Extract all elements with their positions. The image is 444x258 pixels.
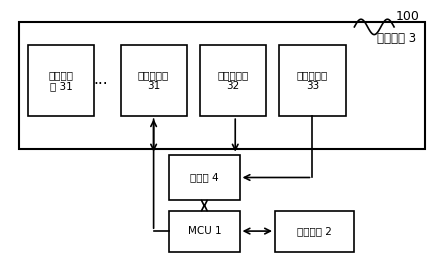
FancyBboxPatch shape — [120, 45, 187, 116]
Text: ...: ... — [93, 72, 108, 87]
Text: MCU 1: MCU 1 — [187, 226, 221, 236]
Text: 继电器组 3: 继电器组 3 — [377, 32, 416, 45]
Text: 通信模块 2: 通信模块 2 — [297, 226, 332, 236]
Text: 100: 100 — [395, 10, 419, 23]
FancyBboxPatch shape — [279, 45, 345, 116]
FancyBboxPatch shape — [28, 45, 94, 116]
FancyBboxPatch shape — [169, 155, 240, 200]
Text: 第一继电
器 31: 第一继电 器 31 — [48, 70, 73, 91]
FancyBboxPatch shape — [19, 22, 425, 149]
FancyBboxPatch shape — [275, 211, 354, 252]
Text: 第三继电器
33: 第三继电器 33 — [297, 70, 328, 91]
Text: 第一继电器
31: 第一继电器 31 — [138, 70, 169, 91]
Text: 万用表 4: 万用表 4 — [190, 173, 218, 182]
FancyBboxPatch shape — [200, 45, 266, 116]
Text: 第二继电器
32: 第二继电器 32 — [218, 70, 249, 91]
FancyBboxPatch shape — [169, 211, 240, 252]
